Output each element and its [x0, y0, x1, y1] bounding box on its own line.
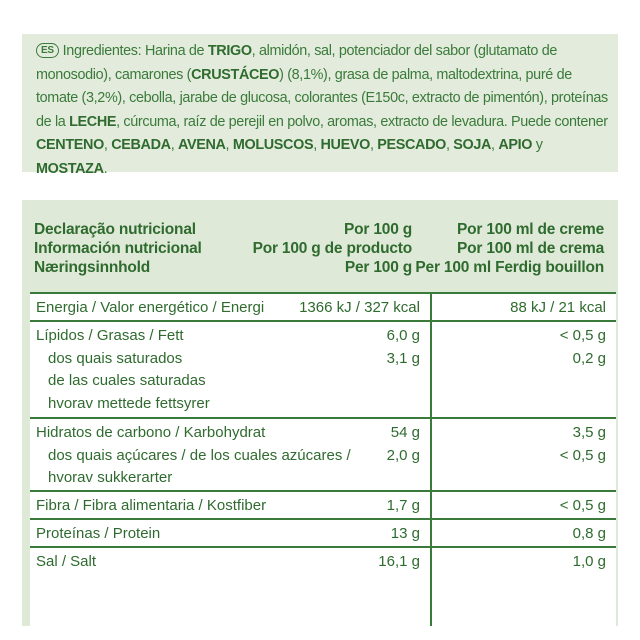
- nutrient-value: 6,0 g: [386, 327, 420, 344]
- value-per-100ml: < 0,5 g: [560, 495, 606, 518]
- allergen-text: AVENA: [177, 137, 226, 154]
- ingredient-text: ,: [225, 137, 233, 154]
- ingredient-text: ,: [491, 137, 499, 154]
- nutrient-value: 13 g: [390, 525, 420, 542]
- header-per-100g-es: Por 100 g de producto: [252, 240, 413, 257]
- nutrition-panel: Declaração nutricional Información nutri…: [22, 200, 618, 626]
- ingredient-text: ,: [369, 137, 378, 154]
- nutrient-label: Hidratos de carbono / Karbohydrat dos qua…: [36, 422, 351, 490]
- nutrient-name: Proteínas / Protein: [36, 525, 161, 542]
- ingredient-text: , almidón, sal, potenciador del sabor (g…: [36, 43, 558, 83]
- ingredient-text: ,: [103, 137, 112, 154]
- header-title-es: Información nutricional: [34, 240, 202, 257]
- nutrient-value: < 0,5 g: [559, 497, 606, 514]
- nutrient-value: 88 kJ / 21 kcal: [510, 299, 606, 316]
- nutrient-sub-name: dos quais açúcares / de los cuales azúca…: [48, 446, 351, 464]
- value-per-100ml: 88 kJ / 21 kcal: [510, 297, 606, 320]
- nutrient-value: 3,5 g: [572, 424, 606, 441]
- header-title-pt: Declaração nutricional: [34, 221, 196, 238]
- nutrient-value: 3,1 g: [386, 349, 420, 367]
- ingredient-text: ,: [445, 137, 454, 154]
- nutrient-name: Lípidos / Grasas / Fett: [36, 327, 184, 344]
- ingredient-text: ) (8,1%), grasa de palma, maltodextrina,…: [36, 66, 608, 130]
- allergen-text: PESCADO: [377, 137, 446, 154]
- nutrition-row: Lípidos / Grasas / Fett dos quais saturad…: [30, 320, 616, 417]
- ingredient-text: , cúrcuma, raíz de perejil en polvo, aro…: [116, 113, 608, 130]
- header-title-column: Declaração nutricional Información nutri…: [34, 220, 202, 277]
- ingredients-panel: ES Ingredientes: Harina de TRIGO, almidón…: [22, 34, 618, 177]
- nutrition-row: Energia / Valor energético / Energi 1366 …: [30, 292, 616, 320]
- value-per-100ml: < 0,5 g 0,2 g: [560, 325, 606, 370]
- value-per-100g: 16,1 g: [378, 551, 420, 574]
- allergen-text: CEBADA: [111, 137, 171, 154]
- ingredients-segments: Ingredientes: Harina de TRIGO, almidón, …: [36, 43, 608, 177]
- nutrient-name: Energia / Valor energético / Energi: [36, 299, 265, 316]
- allergen-text: CENTENO: [36, 137, 104, 154]
- nutrient-value: 54 g: [390, 424, 420, 441]
- ingredient-text: .: [103, 160, 108, 177]
- nutrient-sub-name: dos quais saturados: [48, 349, 183, 367]
- allergen-text: LECHE: [69, 113, 117, 130]
- allergen-text: MOSTAZA: [36, 160, 104, 177]
- nutrient-value: < 0,5 g: [559, 327, 606, 344]
- nutrient-sub-name: hvorav mettede fettsyrer: [48, 394, 210, 412]
- nutrient-value: 1366 kJ / 327 kcal: [299, 299, 420, 316]
- value-per-100g: 1366 kJ / 327 kcal: [299, 297, 420, 320]
- nutrient-value: 16,1 g: [378, 553, 420, 570]
- nutrition-table: Energia / Valor energético / Energi 1366 …: [30, 292, 616, 626]
- header-per-100g-pt: Por 100 g: [344, 221, 412, 238]
- ingredient-text: y: [532, 137, 543, 154]
- ingredient-text: ,: [170, 137, 178, 154]
- nutrient-value: 0,8 g: [572, 525, 606, 542]
- nutrient-value: 0,2 g: [572, 349, 606, 367]
- ingredients-text: ES Ingredientes: Harina de TRIGO, almidón…: [36, 40, 608, 182]
- nutrient-label: Energia / Valor energético / Energi: [36, 297, 264, 320]
- allergen-text: SOJA: [453, 137, 492, 154]
- value-per-100g: 1,7 g: [387, 495, 420, 518]
- ingredient-text: ,: [313, 137, 321, 154]
- nutrient-sub-name: de las cuales saturadas: [48, 372, 206, 389]
- header-per-100ml-pt: Por 100 ml de creme: [457, 221, 604, 238]
- nutrition-row: Proteínas / Protein 13 g 0,8 g: [30, 518, 616, 546]
- value-per-100ml: 1,0 g: [573, 551, 606, 574]
- language-badge: ES: [36, 43, 59, 58]
- nutrition-header: Declaração nutricional Información nutri…: [22, 200, 618, 290]
- ingredient-text: Ingredientes: Harina de: [62, 43, 208, 59]
- allergen-text: CRUSTÁCEO: [191, 66, 280, 83]
- nutrient-value: 1,7 g: [386, 497, 420, 514]
- header-per-100ml-no: Per 100 ml Ferdig bouillon: [415, 259, 604, 276]
- nutrient-label: Fibra / Fibra alimentaria / Kostfiber: [36, 495, 266, 518]
- column-divider: [430, 292, 432, 626]
- nutrient-label: Sal / Salt: [36, 551, 96, 574]
- allergen-text: TRIGO: [207, 43, 252, 59]
- nutrient-sub-name: hvorav sukkerarter: [48, 469, 173, 486]
- allergen-text: MOLUSCOS: [232, 137, 314, 154]
- value-per-100ml: 0,8 g: [573, 523, 606, 546]
- header-per-100g-column: Por 100 g Por 100 g de producto Per 100 …: [252, 220, 413, 277]
- value-per-100ml: 3,5 g < 0,5 g: [560, 422, 606, 467]
- allergen-text: HUEVO: [320, 137, 371, 154]
- nutrient-value: < 0,5 g: [559, 446, 606, 464]
- nutrient-name: Fibra / Fibra alimentaria / Kostfiber: [36, 497, 267, 514]
- header-title-no: Næringsinnhold: [34, 259, 151, 276]
- nutrition-row: Fibra / Fibra alimentaria / Kostfiber 1,7…: [30, 490, 616, 518]
- header-per-100g-no: Per 100 g: [344, 259, 412, 276]
- header-per-100ml-es: Por 100 ml de crema: [457, 240, 604, 257]
- nutrient-label: Proteínas / Protein: [36, 523, 160, 546]
- nutrient-name: Sal / Salt: [36, 553, 97, 570]
- nutrient-value: 1,0 g: [572, 553, 606, 570]
- nutrient-label: Lípidos / Grasas / Fett dos quais saturad…: [36, 325, 210, 415]
- value-per-100g: 6,0 g 3,1 g: [387, 325, 420, 370]
- nutrient-value: 2,0 g: [386, 446, 420, 464]
- nutrient-name: Hidratos de carbono / Karbohydrat: [36, 424, 266, 441]
- allergen-text: APIO: [498, 137, 533, 154]
- value-per-100g: 13 g: [391, 523, 420, 546]
- value-per-100g: 54 g 2,0 g: [387, 422, 420, 467]
- header-per-100ml-column: Por 100 ml de creme Por 100 ml de crema …: [415, 220, 604, 277]
- nutrition-row: Sal / Salt 16,1 g 1,0 g: [30, 546, 616, 626]
- nutrition-row: Hidratos de carbono / Karbohydrat dos qua…: [30, 417, 616, 490]
